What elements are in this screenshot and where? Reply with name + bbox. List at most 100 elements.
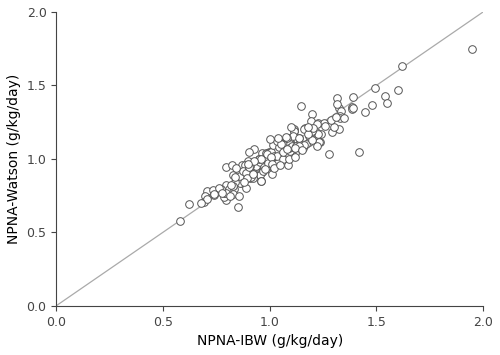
Point [248, 171, 256, 176]
Point [265, 149, 273, 155]
Point [276, 141, 283, 146]
Point [260, 164, 268, 170]
Point [270, 153, 278, 159]
Point [222, 182, 230, 187]
Point [306, 130, 314, 136]
Point [299, 145, 307, 151]
Point [398, 64, 406, 69]
Point [210, 191, 218, 197]
Point [289, 137, 297, 142]
Point [257, 178, 265, 184]
Point [268, 167, 276, 173]
Point [244, 175, 252, 180]
Point [262, 166, 270, 172]
Point [235, 193, 243, 199]
Point [222, 164, 230, 169]
Point [269, 154, 277, 160]
Point [296, 143, 304, 149]
Point [242, 170, 250, 176]
Point [290, 133, 298, 139]
Point [284, 156, 292, 162]
Point [236, 174, 244, 179]
Point [381, 93, 389, 99]
Point [257, 156, 265, 162]
Point [244, 158, 252, 164]
Point [248, 169, 256, 175]
Point [268, 162, 276, 167]
Point [246, 163, 254, 169]
Point [269, 142, 277, 148]
Point [274, 138, 281, 144]
Point [276, 149, 284, 155]
Point [275, 144, 283, 150]
Point [296, 144, 304, 149]
Point [296, 135, 304, 141]
Point [222, 190, 230, 196]
Point [304, 140, 312, 145]
Point [267, 154, 275, 160]
Point [280, 147, 288, 153]
Point [274, 137, 281, 142]
Point [312, 143, 320, 148]
Point [288, 135, 296, 141]
Point [288, 143, 296, 149]
Point [332, 114, 340, 120]
Point [242, 165, 250, 171]
Point [258, 164, 266, 170]
Point [286, 141, 294, 147]
Point [264, 150, 272, 155]
Point [300, 142, 308, 148]
Point [226, 186, 234, 192]
Point [298, 147, 306, 153]
Point [258, 151, 266, 156]
Point [336, 126, 344, 132]
Point [314, 131, 322, 137]
Point [268, 154, 276, 159]
Point [286, 139, 294, 144]
Point [316, 139, 324, 144]
Point [241, 162, 249, 168]
Point [242, 175, 250, 181]
Point [332, 95, 340, 101]
Point [312, 132, 320, 138]
Point [252, 163, 260, 169]
Point [283, 147, 291, 152]
Point [283, 135, 291, 141]
Point [306, 127, 314, 133]
Point [271, 148, 279, 153]
Point [254, 156, 262, 162]
Point [371, 85, 379, 91]
Point [326, 117, 334, 123]
Point [258, 155, 266, 161]
Point [184, 202, 192, 207]
Point [356, 149, 364, 154]
Point [300, 126, 308, 132]
Point [309, 125, 317, 131]
Point [230, 173, 237, 178]
Point [220, 190, 228, 195]
Point [256, 173, 264, 178]
Point [200, 199, 208, 205]
Point [336, 113, 344, 119]
Point [280, 146, 287, 152]
Point [258, 156, 266, 162]
Point [250, 171, 258, 177]
Point [232, 165, 240, 171]
Point [348, 104, 356, 110]
Point [292, 143, 300, 149]
Point [290, 135, 298, 141]
Point [320, 120, 328, 126]
Point [306, 129, 314, 135]
Point [275, 140, 283, 146]
Point [256, 159, 264, 165]
Point [295, 143, 303, 149]
Point [368, 102, 376, 107]
Point [468, 46, 476, 51]
Point [250, 158, 258, 164]
Point [349, 105, 357, 111]
Point [214, 185, 222, 191]
Point [274, 153, 281, 159]
Point [254, 156, 262, 162]
Point [280, 142, 288, 147]
Point [326, 152, 334, 157]
